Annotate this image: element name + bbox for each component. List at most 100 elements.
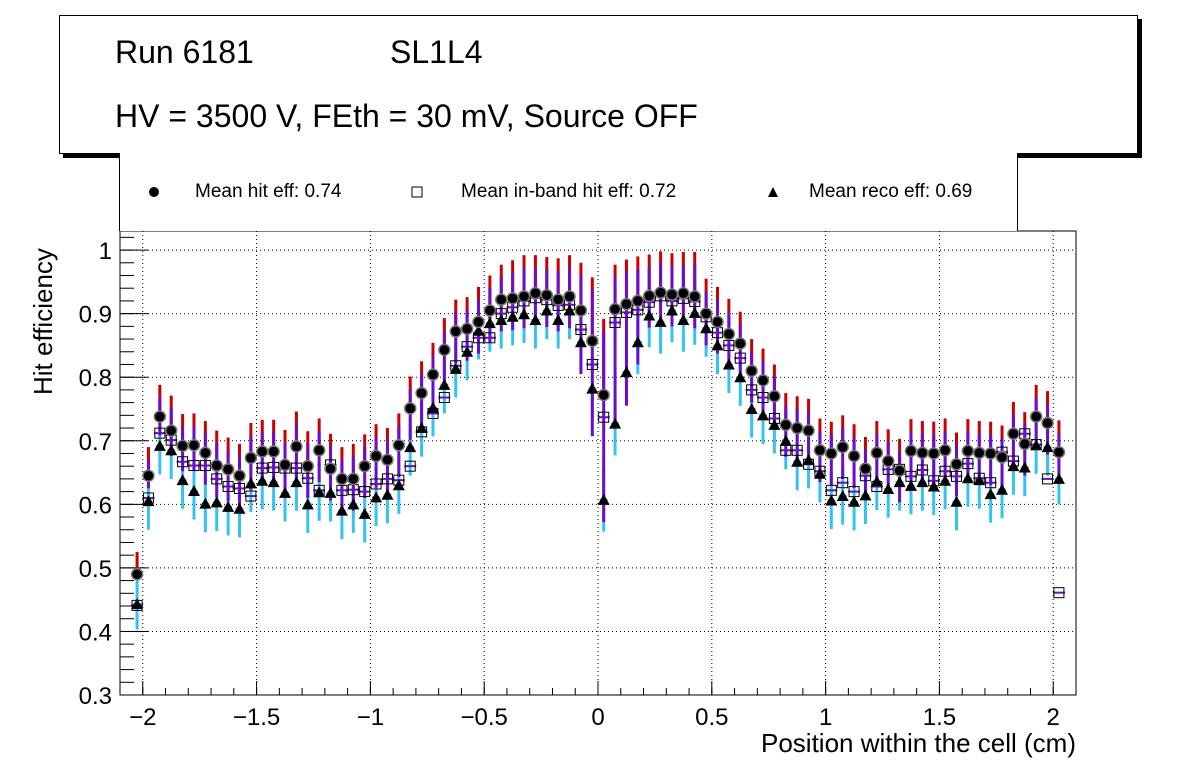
inband-point (837, 477, 849, 489)
hit-point (199, 446, 212, 460)
legend-marker-triangle (768, 187, 778, 197)
hit-point (472, 315, 485, 329)
hit-point (927, 447, 940, 460)
legend-entry-inband: Mean in-band hit eff: 0.72 (461, 181, 677, 202)
hit-point (950, 458, 963, 471)
legend-entry-hit: Mean hit eff: 0.74 (195, 181, 342, 202)
reco-point (973, 474, 986, 486)
reco-point (256, 474, 269, 486)
inband-point (313, 484, 325, 496)
hit-point (221, 463, 235, 476)
inband-point (734, 352, 746, 364)
reco-point (290, 476, 303, 488)
inband-point (848, 486, 860, 498)
reco-point (1041, 441, 1054, 453)
reco-point (711, 339, 724, 351)
reco-point (779, 434, 792, 446)
hit-point (164, 424, 178, 437)
hit-point (779, 418, 793, 432)
run-label: Run 6181 (115, 34, 254, 70)
reco-point (518, 308, 531, 320)
inband-point (791, 444, 803, 456)
inband-point (575, 324, 587, 336)
inband-point (370, 478, 382, 490)
reco-point (187, 484, 200, 496)
grid (120, 231, 1076, 695)
hit-point (745, 364, 758, 378)
x-tick-label: 0.5 (695, 704, 728, 731)
hit-point (620, 297, 633, 311)
x-tick-label: 0 (591, 704, 604, 731)
reco-point (483, 317, 496, 329)
reco-point (848, 495, 861, 507)
inband-point (393, 474, 405, 486)
reco-point (950, 495, 963, 507)
y-tick-label: 0.8 (79, 365, 112, 392)
hit-point (688, 290, 701, 303)
inband-point (199, 460, 211, 472)
reco-point (1030, 439, 1043, 451)
hit-point (1052, 445, 1066, 459)
y-tick-label: 0.7 (79, 429, 112, 456)
reco-point (426, 401, 439, 413)
reco-point (347, 498, 360, 510)
hit-point (642, 289, 656, 303)
inband-point (461, 341, 473, 353)
reco-point (506, 310, 519, 322)
hit-point (734, 337, 747, 350)
inband-point (962, 458, 974, 470)
hit-point (973, 446, 986, 460)
tick-labels: −2 −1.5 −1 −0.5 0 0.5 1 1.5 2 0.3 0.4 0.5 0.6 0.7 0.8 0… (79, 238, 1060, 731)
hit-point (426, 368, 440, 381)
inband-point (757, 392, 769, 404)
inband-point (302, 472, 314, 484)
inband-point (177, 456, 189, 468)
reco-point (768, 418, 781, 430)
legend: Mean hit eff: 0.74 Mean in-band hit eff:… (119, 153, 1018, 231)
hit-point (802, 424, 815, 437)
reco-point (597, 493, 610, 505)
inband-point (404, 460, 416, 472)
inband-point (586, 358, 598, 370)
hit-point (768, 390, 781, 403)
hit-point (142, 469, 155, 482)
reco-point (643, 309, 656, 321)
y-tick-label: 0.4 (79, 619, 112, 646)
conditions-label: HV = 3500 V, FEth = 30 mV, Source OFF (115, 98, 698, 134)
inband-point (211, 473, 223, 485)
inband-point (154, 427, 166, 439)
inband-point (1053, 587, 1065, 599)
hit-point (1041, 416, 1054, 430)
hit-point (859, 462, 872, 475)
x-tick-label: −2 (129, 704, 156, 731)
reco-point (552, 313, 565, 325)
hit-point (347, 472, 360, 486)
inband-point (268, 461, 280, 473)
y-axis-label: Hit efficiency (28, 248, 58, 395)
x-tick-label: −1 (357, 704, 384, 731)
hit-point (449, 325, 462, 338)
hit-point (1007, 427, 1020, 441)
legend-entry-reco: Mean reco eff: 0.69 (809, 181, 973, 202)
inband-point (484, 332, 496, 344)
inband-point (245, 490, 257, 502)
reco-point (722, 358, 735, 370)
hit-point (1018, 437, 1032, 451)
x-axis-label: Position within the cell (cm) (761, 728, 1076, 758)
hit-point (529, 287, 542, 300)
hit-point (290, 440, 303, 453)
title-box: Run 6181 SL1L4 HV = 3500 V, FEth = 30 mV… (59, 15, 1138, 154)
inband-point (256, 462, 268, 474)
hit-point (267, 445, 280, 458)
y-tick-label: 0.3 (79, 683, 112, 710)
hit-point (130, 567, 144, 581)
reco-point (1052, 472, 1065, 484)
inband-point (495, 308, 507, 320)
reco-point (165, 444, 178, 456)
hit-point (563, 290, 576, 303)
hit-point (665, 288, 679, 301)
inband-point (609, 317, 621, 329)
reco-point (313, 486, 326, 498)
reco-point (745, 402, 758, 414)
reco-point (153, 439, 166, 451)
